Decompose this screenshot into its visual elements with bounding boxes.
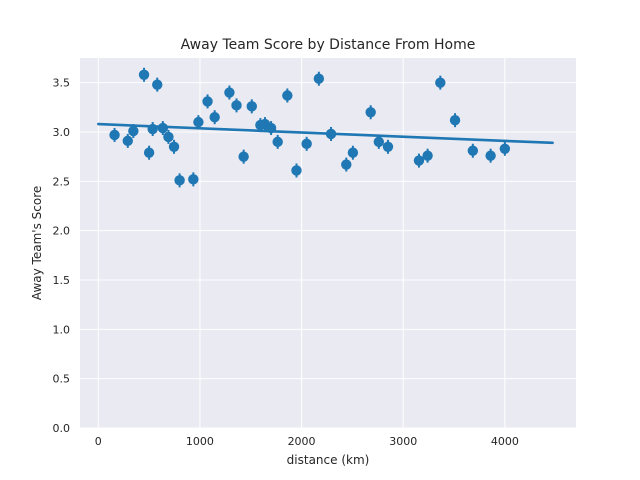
- y-tick-label: 2.0: [53, 225, 71, 238]
- point-marker: [209, 112, 220, 123]
- point-marker: [282, 90, 293, 101]
- data-point: [265, 121, 277, 136]
- point-marker: [157, 122, 169, 134]
- data-point: [238, 149, 249, 164]
- data-point: [449, 113, 461, 128]
- data-point: [122, 133, 133, 148]
- y-tick-label: 2.5: [53, 175, 71, 188]
- plot-background: [80, 58, 576, 428]
- point-marker: [347, 147, 359, 158]
- data-point: [347, 145, 359, 160]
- point-marker: [341, 159, 352, 170]
- data-point: [382, 139, 394, 154]
- point-marker: [122, 135, 133, 147]
- data-point: [325, 126, 337, 141]
- data-point: [282, 88, 293, 103]
- point-marker: [128, 125, 139, 137]
- data-point: [128, 124, 139, 139]
- point-marker: [422, 150, 433, 161]
- point-marker: [152, 79, 163, 90]
- point-marker: [174, 175, 185, 186]
- point-marker: [246, 101, 257, 112]
- y-tick-label: 3.0: [53, 126, 71, 139]
- point-marker: [138, 69, 150, 80]
- y-tick-label: 1.0: [53, 323, 71, 336]
- x-tick-label: 2000: [288, 435, 316, 448]
- data-point: [109, 127, 120, 142]
- point-marker: [365, 107, 376, 118]
- y-tick-label: 3.5: [53, 77, 71, 90]
- data-point: [373, 134, 385, 149]
- data-point: [272, 134, 283, 149]
- data-point: [168, 139, 180, 154]
- data-point: [163, 129, 174, 144]
- data-point: [413, 153, 425, 168]
- y-tick-label: 0.0: [53, 422, 71, 435]
- data-point: [157, 121, 169, 136]
- x-tick-labels: 0 1000 2000 3000 4000: [95, 435, 519, 448]
- data-point: [313, 71, 325, 86]
- point-marker: [231, 100, 242, 111]
- data-points: [109, 67, 511, 188]
- point-marker: [435, 77, 446, 88]
- point-marker: [413, 155, 425, 166]
- point-marker: [485, 150, 496, 161]
- point-marker: [168, 141, 180, 152]
- x-tick-label: 3000: [389, 435, 417, 448]
- point-marker: [224, 87, 235, 98]
- data-point: [422, 148, 433, 163]
- x-axis-label: distance (km): [287, 453, 370, 467]
- point-marker: [163, 131, 174, 143]
- data-point: [231, 98, 242, 113]
- point-marker: [193, 116, 204, 128]
- point-marker: [313, 73, 325, 84]
- data-point: [246, 99, 257, 114]
- data-point: [188, 172, 199, 187]
- point-marker: [467, 145, 479, 156]
- point-marker: [272, 136, 283, 148]
- data-point: [202, 94, 213, 109]
- x-tick-label: 0: [95, 435, 102, 448]
- data-point: [435, 75, 446, 90]
- point-marker: [109, 129, 120, 141]
- data-point: [143, 145, 155, 160]
- point-marker: [382, 141, 394, 152]
- y-tick-labels: 0.0 0.5 1.0 1.5 2.0 2.5 3.0 3.5: [53, 77, 71, 435]
- data-point: [138, 67, 150, 82]
- data-point: [485, 148, 496, 163]
- chart-title: Away Team Score by Distance From Home: [181, 37, 476, 53]
- data-point: [365, 105, 376, 120]
- regression-line-group: [96, 122, 554, 145]
- data-point: [224, 85, 235, 100]
- data-point: [209, 110, 220, 125]
- point-marker: [238, 151, 249, 162]
- data-point: [174, 173, 185, 188]
- point-marker: [291, 165, 302, 176]
- point-marker: [301, 138, 312, 150]
- data-point: [152, 77, 163, 92]
- data-point: [467, 143, 479, 158]
- data-point: [499, 141, 511, 156]
- point-marker: [449, 114, 461, 126]
- data-point: [301, 136, 312, 151]
- data-point: [147, 122, 158, 137]
- point-marker: [373, 136, 385, 148]
- x-tick-label: 4000: [491, 435, 519, 448]
- data-point: [193, 115, 204, 130]
- point-marker: [202, 96, 213, 107]
- data-point: [291, 163, 302, 178]
- point-marker: [188, 174, 199, 185]
- data-point: [341, 157, 352, 172]
- y-axis-label: Away Team's Score: [30, 186, 44, 301]
- point-marker: [143, 147, 155, 158]
- x-tick-label: 1000: [186, 435, 214, 448]
- y-tick-label: 0.5: [53, 373, 71, 386]
- regression-line: [96, 122, 554, 145]
- y-tick-label: 1.5: [53, 274, 71, 287]
- point-marker: [265, 122, 277, 134]
- point-marker: [499, 143, 511, 154]
- point-marker: [147, 123, 158, 135]
- point-marker: [325, 128, 337, 140]
